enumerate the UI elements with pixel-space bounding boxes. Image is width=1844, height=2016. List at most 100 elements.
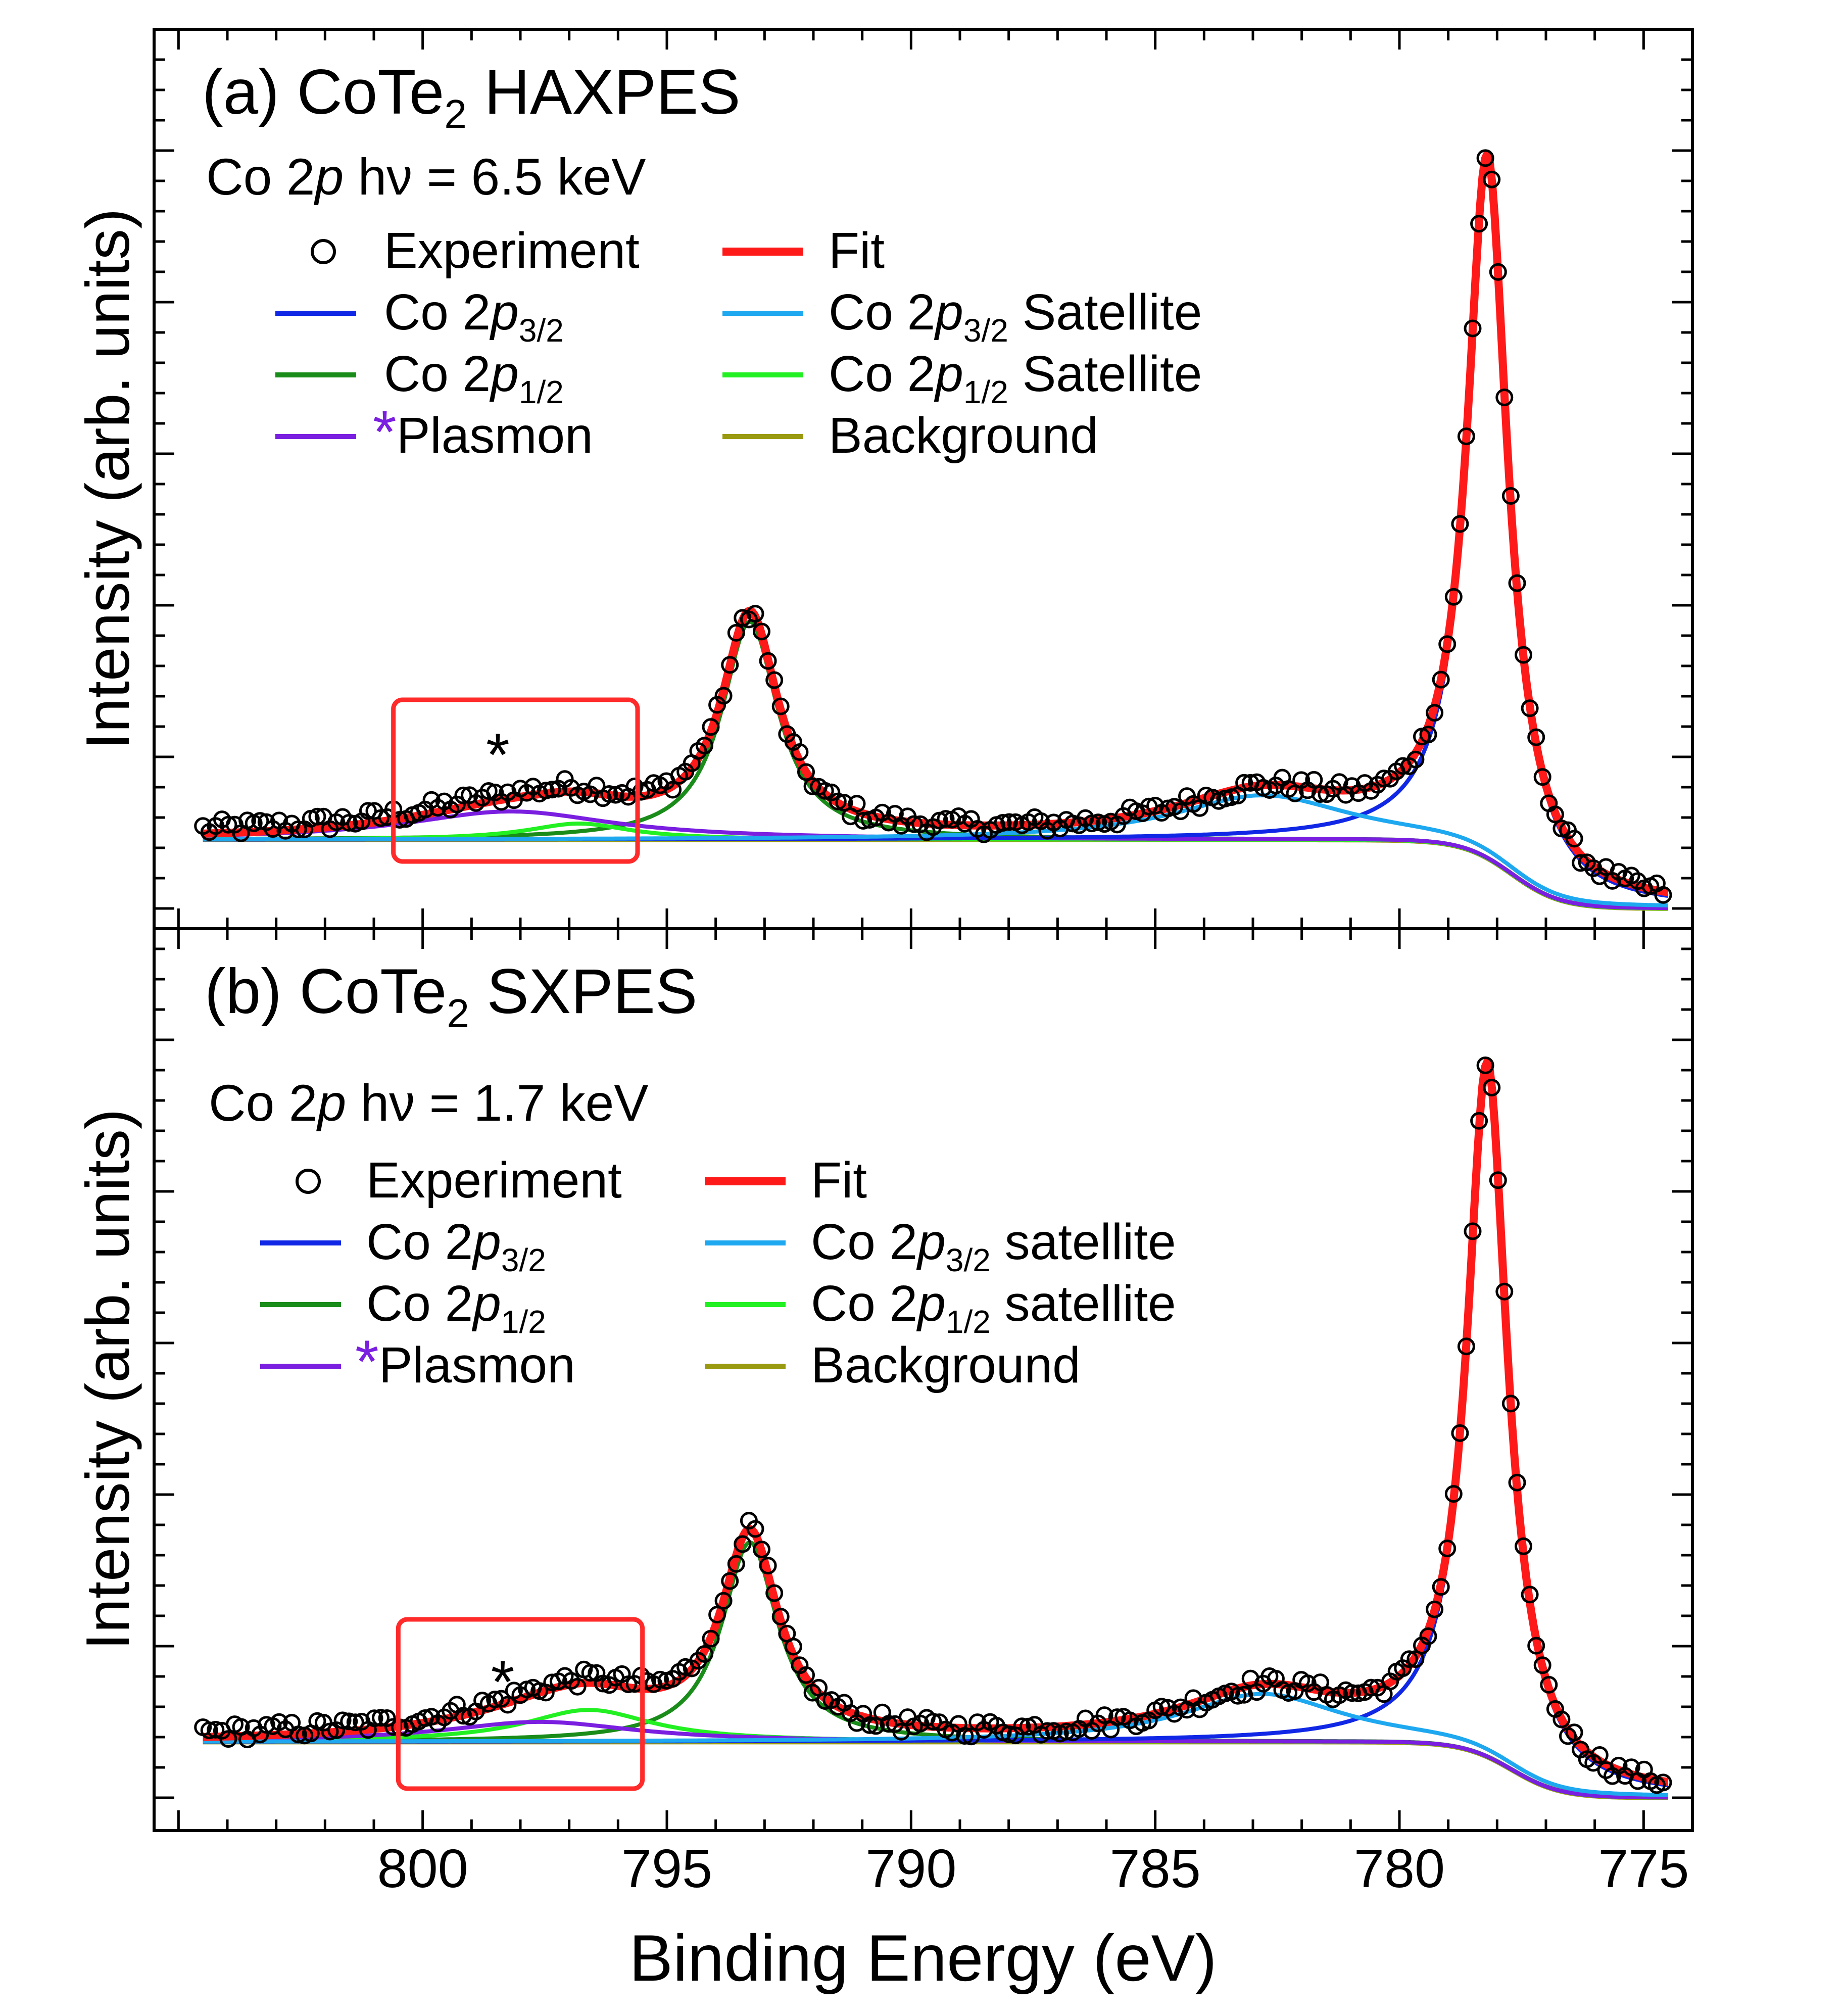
experiment-point — [1501, 487, 1520, 505]
experiment-point — [1464, 319, 1482, 338]
experiment-point — [543, 781, 561, 799]
experiment-point — [1438, 1540, 1457, 1558]
legend-label-fit: Fit — [811, 1152, 867, 1209]
experiment-point — [219, 1730, 237, 1748]
experiment-point — [346, 1713, 364, 1732]
experiment-point — [1470, 215, 1488, 233]
experiment-point — [956, 1727, 974, 1745]
legend-sub: 1/2 — [501, 1304, 546, 1340]
legend-item-exp: Experiment — [296, 1152, 622, 1209]
legend-orbital: p — [916, 1214, 946, 1270]
experiment-point — [734, 1535, 752, 1553]
legend-item-p12: Co 2p1/2 — [275, 346, 564, 410]
experiment-point — [1400, 1650, 1418, 1668]
x-axis-label: Binding Energy (eV) — [629, 1921, 1217, 1995]
experiment-point — [651, 1670, 669, 1689]
experiment-point — [1540, 1675, 1558, 1694]
experiment-point — [880, 1715, 898, 1733]
panel-b-frame — [153, 927, 1694, 1832]
panel-a-title-suffix: HAXPES — [467, 57, 741, 127]
experiment-point — [1426, 704, 1444, 722]
legend-sub: 3/2 — [946, 1242, 991, 1278]
panel-a-condition-energy: hν = 6.5 keV — [344, 148, 646, 206]
experiment-point — [708, 1606, 726, 1624]
experiment-point — [1457, 1337, 1475, 1356]
legend-text: Co 2 — [366, 1214, 473, 1270]
legend-suffix: satellite — [991, 1214, 1176, 1270]
experiment-point — [1527, 728, 1545, 746]
experiment-point — [1565, 830, 1583, 848]
experiment-point — [797, 763, 815, 781]
experiment-point — [289, 1725, 307, 1744]
experiment-point — [1000, 1725, 1018, 1743]
legend-suffix: satellite — [991, 1275, 1176, 1332]
x-tick-labels: 800 795 790 785 780 775 — [377, 1838, 1689, 1899]
legend-item-p12_sat: Co 2p1/2 satellite — [705, 1275, 1176, 1340]
panel-a-ylabel: Intensity (arb. units) — [73, 208, 142, 749]
experiment-point — [1235, 774, 1253, 792]
legend-item-p12_sat: Co 2p1/2 Satellite — [722, 346, 1202, 410]
legend-text: Fit — [829, 222, 885, 279]
legend-sub: 3/2 — [963, 312, 1008, 349]
curve-p12 — [203, 1540, 1668, 1800]
experiment-point — [1464, 1222, 1482, 1240]
experiment-point — [1426, 1600, 1444, 1618]
curve-p12 — [203, 619, 1668, 910]
panel-b-experiment-points — [194, 1057, 1672, 1794]
legend-sub: 1/2 — [946, 1304, 991, 1340]
experiment-point — [721, 1572, 739, 1590]
legend-orbital: p — [489, 346, 519, 402]
experiment-point — [1172, 802, 1190, 821]
legend-orbital: p — [471, 1275, 501, 1332]
legend-text: Co 2 — [366, 1275, 473, 1332]
experiment-point — [771, 1608, 790, 1626]
legend-item-background: Background — [722, 407, 1098, 464]
experiment-point — [1406, 750, 1425, 769]
experiment-point — [753, 1541, 770, 1559]
experiment-point — [664, 781, 682, 799]
legend-label-exp: Experiment — [366, 1152, 622, 1209]
experiment-point — [1457, 427, 1475, 446]
experiment-point — [499, 1696, 517, 1714]
experiment-point — [1654, 886, 1672, 904]
experiment-point — [1546, 805, 1564, 824]
legend-label-plasmon: *Plasmon — [355, 1328, 575, 1396]
legend-label-fit: Fit — [829, 222, 885, 279]
experiment-point — [1083, 814, 1101, 833]
panel-b-condition-energy: hν = 1.7 keV — [346, 1074, 648, 1132]
curve-p32_sat — [203, 1692, 1668, 1797]
experiment-point — [771, 697, 790, 715]
experiment-point — [829, 792, 847, 810]
legend-item-p32: Co 2p3/2 — [260, 1214, 546, 1278]
panel-b-ticks — [154, 929, 1694, 1831]
legend-text: Background — [811, 1337, 1081, 1394]
legend-orbital: p — [916, 1275, 946, 1332]
experiment-point — [1229, 1687, 1247, 1705]
panel-b-condition-label: Co 2 — [209, 1074, 317, 1132]
panel-a-title: (a) CoTe2 HAXPES — [202, 57, 741, 136]
panel-b-title-suffix: SXPES — [469, 956, 698, 1027]
legend-orbital: p — [471, 1214, 501, 1270]
curve-background — [203, 837, 1668, 911]
legend-sub: 3/2 — [519, 312, 564, 349]
curve-plasmon — [203, 1719, 1668, 1800]
experiment-point — [1013, 1717, 1031, 1736]
legend-item-plasmon: *Plasmon — [275, 398, 593, 466]
panel-a-title-sub: 2 — [444, 91, 467, 136]
experiment-point — [308, 807, 326, 826]
x-tick-label: 795 — [621, 1838, 712, 1899]
x-tick-label: 785 — [1110, 1838, 1201, 1899]
panel-b-title-prefix: (b) CoTe — [205, 956, 447, 1027]
experiment-point — [1470, 1112, 1488, 1130]
legend-item-exp: Experiment — [311, 222, 640, 279]
experiment-point — [1108, 1708, 1126, 1726]
experiment-point — [1444, 588, 1463, 606]
experiment-point — [1515, 1537, 1532, 1555]
legend-label-background: Background — [829, 407, 1098, 464]
legend-suffix: Satellite — [1008, 346, 1202, 402]
panel-a-condition-label: Co 2 — [206, 148, 315, 206]
experiment-point — [1533, 768, 1551, 786]
